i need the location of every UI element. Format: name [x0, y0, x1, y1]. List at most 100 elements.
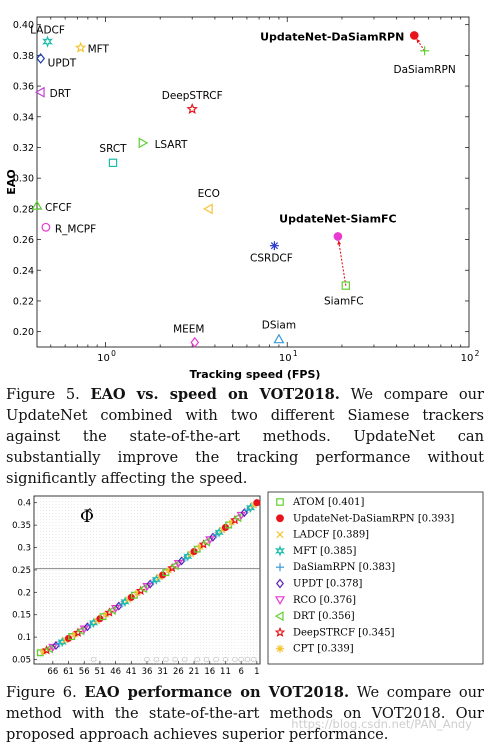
baseline-point — [238, 656, 244, 663]
baseline-point — [163, 656, 169, 663]
x-tick-label: 66 — [47, 667, 58, 677]
baseline-point — [203, 656, 210, 663]
y-tick-label: 0.20 — [13, 327, 34, 338]
marker-drt — [34, 86, 45, 98]
y-tick-label: 0.38 — [13, 51, 34, 62]
legend-entry: LADCF [0.389] — [293, 530, 369, 541]
label-dasiamrpn: DaSiamRPN — [394, 64, 456, 76]
curve-marker — [240, 508, 248, 518]
arrows — [337, 38, 426, 286]
marker-meem — [190, 336, 200, 348]
label-mft: MFT — [88, 44, 110, 56]
label-meem: MEEM — [173, 323, 204, 335]
y-tick-label: 0.3 — [17, 544, 31, 554]
baseline-point — [222, 656, 229, 663]
x-tick-label: 21 — [189, 667, 200, 677]
legend-marker-atom-0-401 — [276, 498, 284, 506]
baseline-point — [251, 656, 257, 663]
marker-updatenet-dasiamrpn — [409, 31, 419, 40]
label-updatenet-dasiamrpn: UpdateNet-DaSiamRPN — [260, 30, 404, 43]
marker-cfcf — [31, 200, 43, 210]
x-tick-label: 10 — [461, 353, 474, 364]
caption-text: We compare our method with the state-of-… — [6, 684, 485, 743]
baseline-point — [194, 656, 200, 663]
legend-entry: DRT [0.356] — [293, 611, 355, 622]
curve-marker — [104, 607, 115, 617]
x-tick-label: 10 — [97, 353, 110, 364]
caption-text: We compare our UpdateNet combined with t… — [6, 386, 485, 487]
baseline-point — [213, 656, 219, 663]
y-tick-label: 0.36 — [13, 82, 34, 93]
x-tick-label: 31 — [157, 667, 168, 677]
y-tick-label: 0.28 — [13, 204, 34, 215]
x-tick-label: 36 — [142, 667, 153, 677]
legend-entry: RCO [0.376] — [293, 595, 356, 606]
legend-box — [267, 491, 484, 665]
x-tick-label: 46 — [110, 667, 121, 677]
marker-siamfc — [341, 281, 351, 290]
legend-marker-updatenet-dasiamrpn-0-393 — [276, 514, 284, 523]
legend-entry: UpdateNet-DaSiamRPN [0.393] — [293, 513, 454, 524]
figure-6-caption: Figure 6. EAO performance on VOT2018. We… — [6, 682, 484, 745]
marker-r-mcpf — [41, 222, 51, 232]
label-cfcf: CFCF — [45, 202, 72, 214]
marker-updt — [36, 52, 46, 64]
y-tick-label: 0.40 — [13, 20, 34, 31]
marker-mft — [74, 41, 87, 53]
label-updt: UPDT — [48, 57, 77, 69]
label-eco: ECO — [198, 188, 220, 200]
axes: 0.050.10.150.20.250.30.350.466 61 56 51 46 41… — [12, 495, 261, 677]
curve-marker — [146, 579, 154, 589]
chart-title: Φ̂ — [80, 507, 94, 527]
x-tick-exponent: 0 — [111, 349, 116, 358]
y-tick-label: 0.32 — [13, 143, 34, 154]
y-tick-label: 0.30 — [13, 174, 34, 185]
label-srct: SRCT — [99, 143, 127, 155]
legend-entry: DaSiamRPN [0.383] — [293, 562, 395, 573]
curve-marker — [135, 585, 146, 595]
legend-entry: DeepSTRCF [0.345] — [293, 627, 395, 638]
y-axis-label: EAO — [5, 169, 18, 194]
y-tick-label: 0.1 — [17, 633, 31, 643]
x-tick-label: 51 — [95, 667, 106, 677]
label-csrdcf: CSRDCF — [250, 253, 293, 265]
legend-entry: UPDT [0.378] — [293, 579, 363, 590]
marker-eco — [203, 203, 213, 215]
x-tick-label: 26 — [173, 667, 184, 677]
caption-bold: EAO vs. speed on VOT2018. — [90, 386, 340, 403]
y-tick-label: 0.15 — [12, 611, 31, 621]
x-tick-exponent: 1 — [293, 349, 298, 358]
y-tick-label: 0.05 — [12, 656, 31, 666]
legend-entry: CPT [0.339] — [293, 644, 354, 655]
marker-deepstrcf — [186, 103, 198, 114]
marker-dsiam — [273, 333, 285, 344]
label-updatenet-siamfc: UpdateNet-SiamFC — [279, 212, 396, 225]
curve-marker — [115, 601, 123, 611]
curve-marker — [253, 499, 261, 507]
y-tick-label: 0.24 — [13, 266, 34, 277]
x-tick-label: 10 — [279, 353, 292, 364]
x-tick-label: 41 — [126, 667, 137, 677]
caption-bold: EAO performance on VOT2018. — [84, 684, 350, 701]
curve-marker — [209, 532, 217, 542]
baseline-point — [153, 656, 160, 663]
point-labels: UpdateNet-DaSiamRPN DaSiamRPN LADCF MFT UPDT… — [30, 25, 456, 336]
legend-marker-cpt-0-339 — [276, 644, 284, 653]
figure-5-chart: 0.20 0.22 0.24 0.26 0.28 0.30 0.32 0.34 0.36 0.38… — [5, 16, 480, 381]
arrow-head — [337, 240, 342, 245]
x-tick-label: 11 — [220, 667, 231, 677]
x-axis-label: Tracking speed (FPS) — [190, 368, 321, 381]
label-deepstrcf: DeepSTRCF — [162, 90, 223, 102]
x-tick-label: 56 — [79, 667, 90, 677]
label-dsiam: DSiam — [262, 319, 296, 331]
marker-srct — [108, 158, 118, 168]
baseline-point — [181, 656, 188, 663]
caption-label: Figure 6. — [6, 684, 77, 701]
baseline-point — [90, 656, 97, 663]
label-siamfc: SiamFC — [324, 296, 364, 308]
curve-marker — [41, 645, 52, 655]
marker-ladcf — [42, 35, 53, 48]
legend-marker-drt-0-356 — [274, 611, 284, 622]
marker-dasiamrpn — [420, 46, 430, 56]
curve-marker — [83, 622, 92, 632]
